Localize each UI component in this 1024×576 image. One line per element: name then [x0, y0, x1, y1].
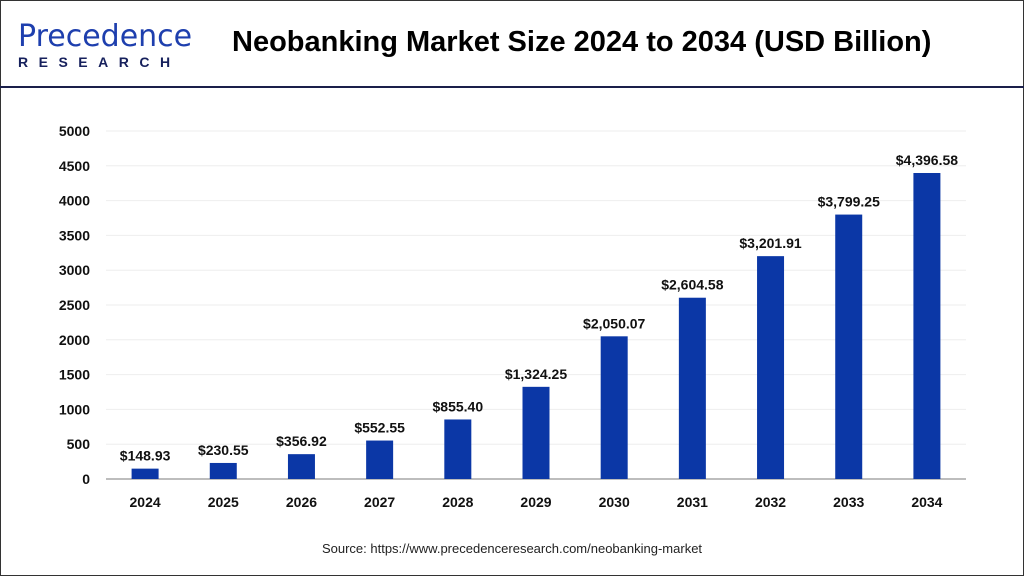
bar-2031 [678, 297, 706, 479]
x-tick-label: 2032 [755, 494, 786, 510]
y-tick-label: 1000 [59, 401, 90, 417]
bar-2025 [209, 462, 237, 479]
precedence-research-logo: Precedence RESEARCH [18, 19, 193, 71]
data-label-2031: $2,604.58 [661, 277, 723, 293]
logo-text-sub: RESEARCH [18, 54, 181, 70]
source-note: Source: https://www.precedenceresearch.c… [321, 541, 703, 556]
y-tick-label: 3500 [59, 227, 90, 243]
x-tick-label: 2034 [911, 494, 942, 510]
x-tick-label: 2028 [442, 494, 473, 510]
bar-2030 [600, 336, 628, 479]
y-tick-label: 2500 [59, 297, 90, 313]
data-label-2030: $2,050.07 [583, 315, 645, 331]
x-tick-label: 2031 [677, 494, 708, 510]
data-label-2026: $356.92 [276, 433, 327, 449]
y-tick-label: 3000 [59, 262, 90, 278]
data-label-2024: $148.93 [120, 448, 171, 464]
bar-2034 [913, 172, 941, 479]
y-tick-label: 1500 [59, 367, 90, 383]
data-label-2033: $3,799.25 [818, 194, 880, 210]
y-tick-label: 500 [67, 436, 91, 452]
data-label-2029: $1,324.25 [505, 366, 567, 382]
y-tick-label: 5000 [59, 123, 90, 139]
y-tick-label: 4000 [59, 193, 90, 209]
y-tick-label: 4500 [59, 158, 90, 174]
bar-2024 [131, 468, 159, 479]
logo-text-main: Precedence [18, 19, 193, 54]
x-tick-label: 2033 [833, 494, 864, 510]
data-label-2034: $4,396.58 [896, 152, 958, 168]
bar-2033 [835, 214, 863, 479]
data-label-2025: $230.55 [198, 442, 249, 458]
y-tick-label: 0 [82, 471, 90, 487]
bar-2032 [757, 256, 785, 479]
x-tick-label: 2026 [286, 494, 317, 510]
bar-2026 [287, 454, 315, 479]
data-label-2028: $855.40 [433, 398, 484, 414]
header: Precedence RESEARCH Neobanking Market Si… [0, 0, 1024, 88]
bar-2027 [366, 440, 394, 479]
bar-2028 [444, 419, 472, 479]
data-label-2032: $3,201.91 [739, 235, 801, 251]
y-tick-label: 2000 [59, 332, 90, 348]
x-tick-label: 2025 [208, 494, 239, 510]
x-tick-label: 2030 [599, 494, 630, 510]
x-tick-label: 2024 [130, 494, 161, 510]
chart-title: Neobanking Market Size 2024 to 2034 (USD… [232, 26, 932, 58]
data-label-2027: $552.55 [354, 420, 405, 436]
x-tick-label: 2029 [520, 494, 551, 510]
bar-2029 [522, 386, 550, 479]
x-tick-label: 2027 [364, 494, 395, 510]
